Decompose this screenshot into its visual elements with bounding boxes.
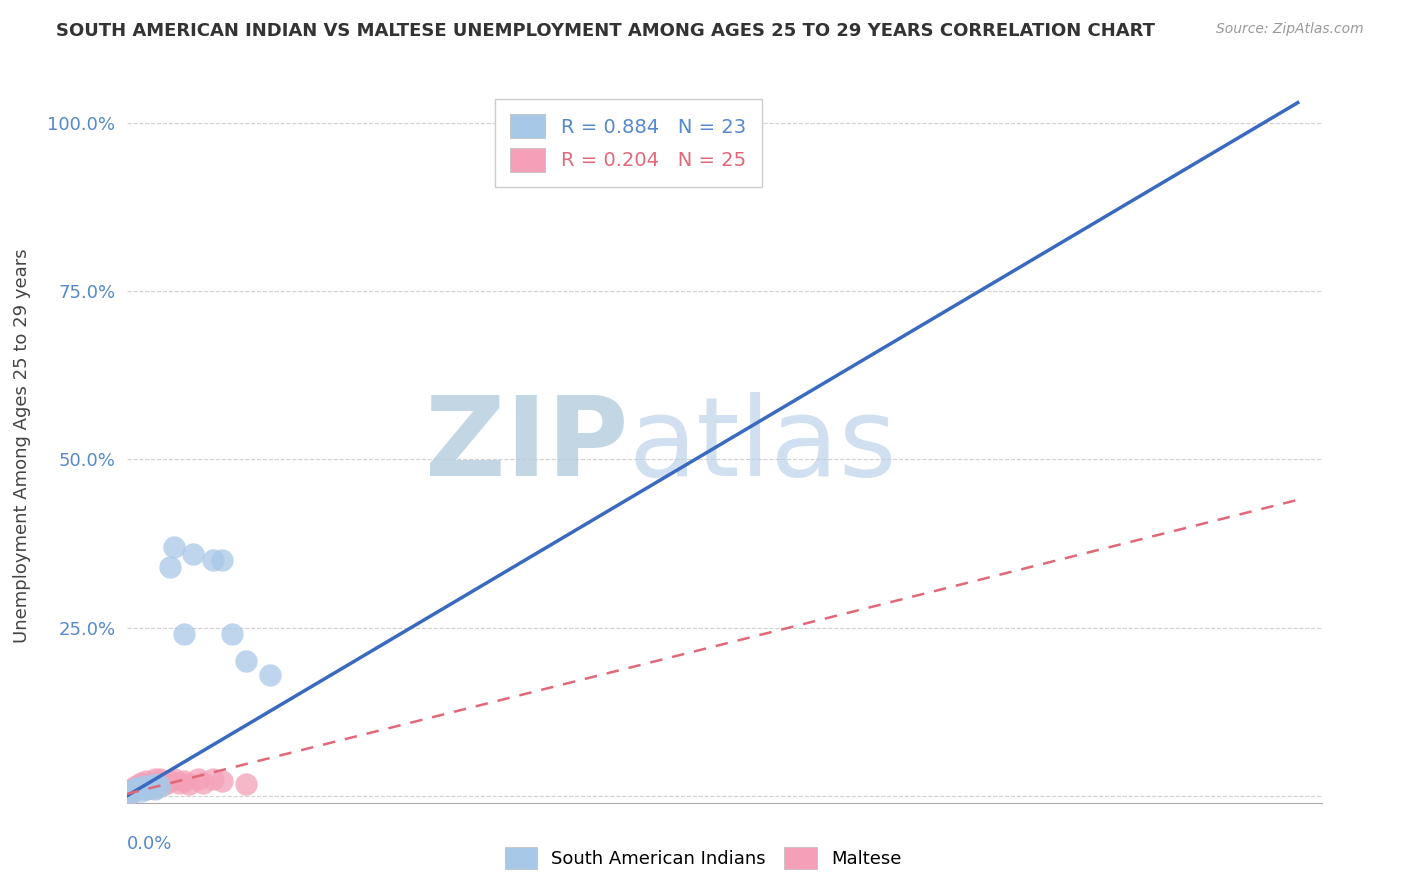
Point [211, 553, 233, 567]
Point [139, 775, 162, 789]
Point [665, 116, 688, 130]
Point [120, 783, 142, 797]
Point [143, 782, 166, 797]
Point [235, 655, 257, 669]
Point [120, 786, 142, 800]
Point [129, 780, 152, 794]
Point [191, 775, 214, 789]
Point [135, 782, 157, 797]
Point [139, 779, 162, 793]
Point [159, 560, 181, 574]
Point [120, 786, 142, 800]
Point [221, 627, 243, 641]
Point [163, 772, 186, 787]
Point [135, 782, 157, 797]
Point [201, 553, 224, 567]
Point [149, 779, 172, 793]
Point [135, 774, 157, 789]
Point [125, 779, 148, 793]
Point [129, 783, 152, 797]
Text: 0.0%: 0.0% [127, 835, 172, 853]
Point [139, 779, 162, 793]
Point [211, 774, 233, 789]
Point [129, 777, 152, 791]
Point [120, 782, 142, 797]
Point [167, 775, 190, 789]
Point [177, 777, 200, 791]
Point [149, 772, 172, 787]
Y-axis label: Unemployment Among Ages 25 to 29 years: Unemployment Among Ages 25 to 29 years [13, 249, 31, 643]
Point [135, 779, 157, 793]
Point [173, 774, 195, 789]
Point [163, 540, 186, 554]
Point [153, 777, 176, 791]
Point [173, 627, 195, 641]
Point [259, 668, 281, 682]
Text: Source: ZipAtlas.com: Source: ZipAtlas.com [1216, 22, 1364, 37]
Point [159, 774, 181, 789]
Legend: South American Indians, Maltese: South American Indians, Maltese [495, 838, 911, 879]
Point [149, 775, 172, 789]
Point [235, 777, 257, 791]
Point [183, 547, 205, 561]
Point [143, 780, 166, 795]
Point [143, 772, 166, 787]
Point [125, 780, 148, 795]
Text: atlas: atlas [628, 392, 897, 500]
Point [139, 780, 162, 795]
Point [125, 782, 148, 797]
Legend: R = 0.884   N = 23, R = 0.204   N = 25: R = 0.884 N = 23, R = 0.204 N = 25 [495, 99, 762, 187]
Point [125, 780, 148, 795]
Text: ZIP: ZIP [425, 392, 628, 500]
Text: SOUTH AMERICAN INDIAN VS MALTESE UNEMPLOYMENT AMONG AGES 25 TO 29 YEARS CORRELAT: SOUTH AMERICAN INDIAN VS MALTESE UNEMPLO… [56, 22, 1156, 40]
Point [129, 775, 152, 789]
Point [143, 777, 166, 791]
Point [187, 772, 209, 787]
Point [201, 772, 224, 787]
